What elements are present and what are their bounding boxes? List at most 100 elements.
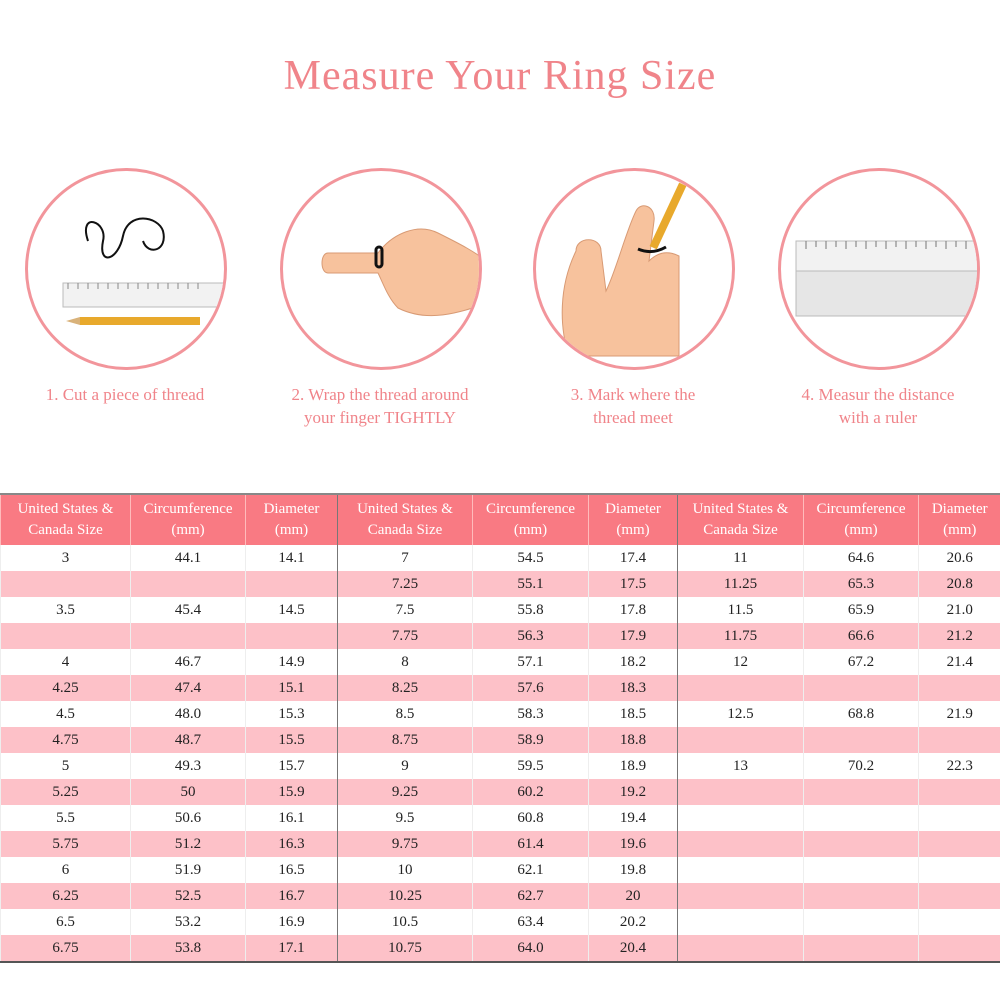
table-cell: 58.9 [472, 727, 589, 753]
table-cell: 18.9 [588, 753, 678, 779]
table-cell: 10.25 [337, 883, 473, 909]
header-text: United States & [357, 501, 453, 517]
header-text: Diameter [605, 501, 661, 517]
table-cell: 6.25 [0, 883, 131, 909]
table-cell: 20 [588, 883, 678, 909]
table-cell [918, 675, 1000, 701]
header-text: United States & [692, 501, 789, 517]
table-cell [918, 883, 1000, 909]
table-cell: 18.3 [588, 675, 678, 701]
table-cell: 20.6 [918, 545, 1000, 571]
column-header: Diameter (mm) [918, 494, 1000, 545]
table-cell: 16.5 [245, 857, 338, 883]
table-row: 5 49.3 15.7 9 59.5 18.9 13 70.2 22.3 [0, 753, 1000, 779]
table-cell: 4.25 [0, 675, 131, 701]
table-cell [803, 805, 919, 831]
table-row: 4.75 48.7 15.5 8.75 58.9 18.8 [0, 727, 1000, 753]
table-cell: 7.5 [337, 597, 473, 623]
column-header: Circumference (mm) [472, 494, 589, 545]
header-text: (mm) [844, 522, 878, 538]
header-text: Canada Size [28, 522, 103, 538]
header-text: Diameter [931, 501, 988, 517]
table-cell: 54.5 [472, 545, 589, 571]
column-header: Circumference (mm) [130, 494, 246, 545]
table-cell: 60.8 [472, 805, 589, 831]
table-cell [918, 779, 1000, 805]
table-cell [0, 571, 131, 597]
table-cell: 11.75 [677, 623, 804, 649]
table-cell: 60.2 [472, 779, 589, 805]
table-cell: 9.25 [337, 779, 473, 805]
table-cell: 19.2 [588, 779, 678, 805]
header-text: Circumference [485, 501, 576, 517]
ring-size-table: United States & Canada Size Circumference (… [0, 493, 1000, 963]
table-cell: 20.4 [588, 935, 678, 962]
table-cell: 66.6 [803, 623, 919, 649]
table-cell: 13 [677, 753, 804, 779]
table-cell: 10.75 [337, 935, 473, 962]
table-cell: 4.75 [0, 727, 131, 753]
step-3: 3. Mark where the thread meet [533, 168, 735, 427]
step-3-caption: 3. Mark where the thread meet [570, 385, 696, 427]
table-cell: 17.5 [588, 571, 678, 597]
table-cell: 68.8 [803, 701, 919, 727]
table-cell: 16.1 [245, 805, 338, 831]
table-cell [918, 727, 1000, 753]
table-cell: 17.9 [588, 623, 678, 649]
column-header: United States & Canada Size [677, 494, 804, 545]
table-cell [677, 727, 804, 753]
table-cell: 57.1 [472, 649, 589, 675]
table-cell: 53.8 [130, 935, 246, 962]
table-cell: 17.4 [588, 545, 678, 571]
table-cell: 15.1 [245, 675, 338, 701]
table-cell [803, 675, 919, 701]
table-cell [677, 675, 804, 701]
table-cell [918, 831, 1000, 857]
step-1-caption: 1. Cut a piece of thread [45, 385, 205, 404]
step-4: 4. Measur the distance with a ruler [778, 168, 980, 427]
table-cell [803, 831, 919, 857]
table-cell: 19.8 [588, 857, 678, 883]
table-cell [677, 857, 804, 883]
step-2-caption: 2. Wrap the thread around your finger TIG… [291, 385, 469, 427]
table-cell: 14.9 [245, 649, 338, 675]
table-row: 6.25 52.5 16.7 10.25 62.7 20 [0, 883, 1000, 909]
table-cell: 16.7 [245, 883, 338, 909]
table-cell: 46.7 [130, 649, 246, 675]
table-cell [677, 831, 804, 857]
table-cell: 59.5 [472, 753, 589, 779]
table-cell: 64.0 [472, 935, 589, 962]
table-cell: 5.75 [0, 831, 131, 857]
table-cell: 7.75 [337, 623, 473, 649]
header-text: Circumference [816, 501, 906, 517]
table-cell [677, 805, 804, 831]
table-cell: 55.1 [472, 571, 589, 597]
table-cell: 7.25 [337, 571, 473, 597]
table-cell: 5.5 [0, 805, 131, 831]
table-cell: 21.9 [918, 701, 1000, 727]
header-text: Diameter [263, 501, 320, 517]
table-cell: 49.3 [130, 753, 246, 779]
table-cell [803, 909, 919, 935]
header-text: Circumference [143, 501, 233, 517]
hand-wrap-thread-icon [280, 168, 482, 370]
table-cell: 8.75 [337, 727, 473, 753]
table-row: 6 51.9 16.5 10 62.1 19.8 [0, 857, 1000, 883]
table-cell: 15.9 [245, 779, 338, 805]
table-cell: 6.75 [0, 935, 131, 962]
hand-mark-pencil-icon [533, 168, 735, 370]
table-cell: 15.3 [245, 701, 338, 727]
table-row: 3.5 45.4 14.5 7.5 55.8 17.8 11.5 65.9 21.0 [0, 597, 1000, 623]
table-row: 5.25 50 15.9 9.25 60.2 19.2 [0, 779, 1000, 805]
table-cell: 53.2 [130, 909, 246, 935]
table-cell: 14.1 [245, 545, 338, 571]
page-title: Measure Your Ring Size [283, 53, 717, 99]
table-cell: 11.5 [677, 597, 804, 623]
table-cell [918, 805, 1000, 831]
header-text: (mm) [171, 522, 205, 538]
table-cell: 62.7 [472, 883, 589, 909]
table-cell: 7 [337, 545, 473, 571]
table-cell: 65.3 [803, 571, 919, 597]
table-cell [677, 779, 804, 805]
table-cell [803, 727, 919, 753]
